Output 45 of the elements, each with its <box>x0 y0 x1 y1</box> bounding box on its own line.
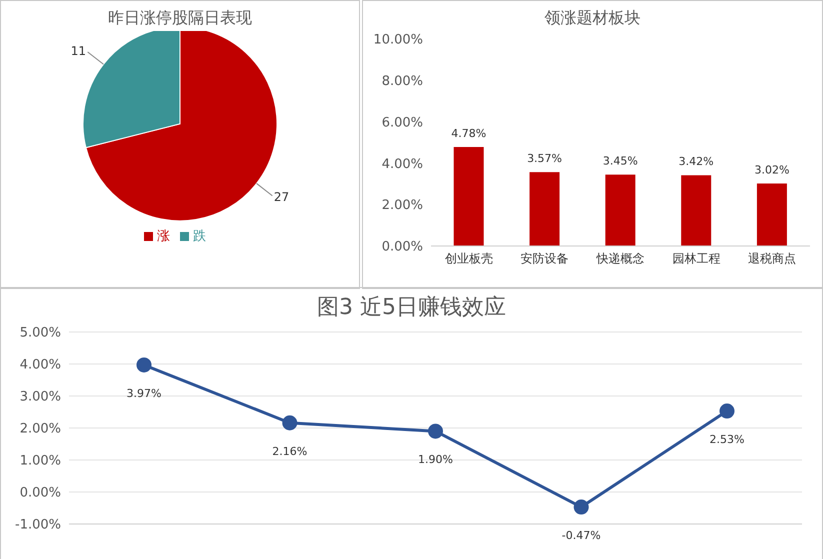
chart-title: 图3 近5日赚钱效应 <box>316 294 507 322</box>
y-tick-label: 4.00% <box>20 358 61 373</box>
data-label: 3.45% <box>602 154 638 168</box>
x-tick-label: 安防设备 <box>520 252 569 266</box>
bar <box>756 183 787 246</box>
point <box>428 424 443 439</box>
data-label: 1.90% <box>418 453 453 466</box>
x-tick-label: 快递概念 <box>596 252 644 266</box>
data-label: 4.78% <box>451 127 486 140</box>
x-tick-label: 退税商点 <box>748 252 796 266</box>
y-tick-label: -1.00% <box>15 518 61 533</box>
data-label: 2.16% <box>272 444 308 458</box>
y-tick-label: 4.00% <box>382 156 423 172</box>
data-label: 3.97% <box>126 386 162 400</box>
data-label: 3.57% <box>527 152 562 166</box>
data-label: 3.42% <box>678 155 714 168</box>
chart-title: 昨日涨停股隔日表现 <box>107 7 253 29</box>
y-tick-label: 6.00% <box>382 115 423 130</box>
legend-label: 跌 <box>193 229 206 244</box>
y-tick-label: 1.00% <box>20 454 61 469</box>
y-tick-label: 3.00% <box>20 390 61 405</box>
x-tick-label: 园林工程 <box>672 252 720 266</box>
point <box>574 500 589 515</box>
bar <box>681 175 712 246</box>
data-label: 2.53% <box>710 433 744 446</box>
data-label: 3.02% <box>754 163 790 176</box>
y-tick-label: 2.00% <box>20 422 61 437</box>
chart-title: 领涨题材板块 <box>544 7 642 29</box>
x-tick-label: 创业板壳 <box>444 252 493 266</box>
legend-label: 涨 <box>157 229 170 244</box>
data-label: 27 <box>274 190 290 204</box>
data-label: -0.47% <box>562 529 601 542</box>
data-label: 11 <box>70 44 86 58</box>
y-tick-label: 0.00% <box>382 240 423 255</box>
y-tick-label: 10.00% <box>373 32 423 48</box>
bar <box>530 172 560 246</box>
point <box>282 415 298 430</box>
bar <box>605 174 636 246</box>
y-tick-label: 8.00% <box>382 74 423 90</box>
y-tick-label: 5.00% <box>20 326 61 341</box>
bar <box>454 147 484 246</box>
point <box>136 357 152 372</box>
point <box>720 404 734 419</box>
y-tick-label: 2.00% <box>382 198 423 214</box>
y-tick-label: 0.00% <box>20 486 61 501</box>
